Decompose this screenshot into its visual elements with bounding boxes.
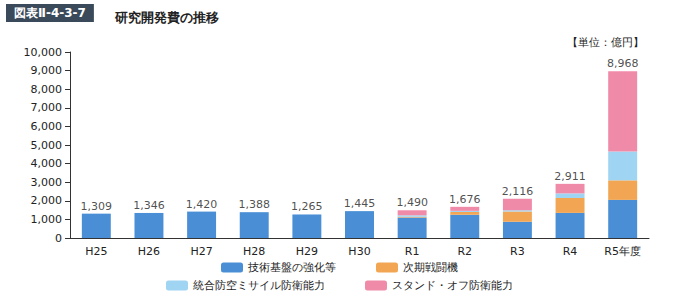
svg-text:1,490: 1,490: [396, 196, 428, 209]
svg-text:H27: H27: [190, 245, 212, 258]
svg-text:H26: H26: [138, 245, 160, 258]
svg-text:H25: H25: [85, 245, 107, 258]
svg-text:H28: H28: [243, 245, 265, 258]
svg-text:次期戦闘機: 次期戦闘機: [403, 261, 458, 274]
svg-text:6,000: 6,000: [31, 120, 63, 133]
svg-text:1,676: 1,676: [449, 193, 481, 206]
svg-text:1,346: 1,346: [133, 199, 165, 212]
svg-text:2,116: 2,116: [502, 185, 534, 198]
svg-text:1,309: 1,309: [81, 200, 113, 213]
svg-text:5,000: 5,000: [31, 139, 63, 152]
svg-text:7,000: 7,000: [31, 101, 63, 114]
svg-text:R4: R4: [563, 245, 578, 258]
svg-text:1,420: 1,420: [186, 198, 218, 211]
svg-text:4,000: 4,000: [31, 157, 63, 170]
svg-text:2,000: 2,000: [31, 194, 63, 207]
svg-text:1,445: 1,445: [344, 197, 376, 210]
svg-text:R3: R3: [510, 245, 525, 258]
svg-text:技術基盤の強化等: 技術基盤の強化等: [247, 261, 336, 274]
svg-text:R5年度: R5年度: [604, 245, 641, 258]
svg-text:図表Ⅱ-4-3-7: 図表Ⅱ-4-3-7: [14, 6, 86, 20]
svg-text:2,911: 2,911: [554, 170, 586, 183]
svg-text:統合防空ミサイル防衛能力: 統合防空ミサイル防衛能力: [193, 279, 325, 292]
svg-text:R2: R2: [457, 245, 472, 258]
svg-text:8,968: 8,968: [607, 57, 639, 70]
svg-text:スタンド・オフ防衛能力: スタンド・オフ防衛能力: [392, 279, 513, 292]
svg-text:3,000: 3,000: [31, 176, 63, 189]
svg-text:【単位：億円】: 【単位：億円】: [567, 36, 644, 49]
svg-text:研究開発費の推移: 研究開発費の推移: [114, 10, 219, 25]
svg-text:R1: R1: [405, 245, 420, 258]
svg-text:8,000: 8,000: [31, 83, 63, 96]
svg-text:H30: H30: [348, 245, 370, 258]
svg-text:9,000: 9,000: [31, 64, 63, 77]
svg-text:1,388: 1,388: [238, 198, 270, 211]
svg-text:0: 0: [55, 232, 62, 245]
svg-text:10,000: 10,000: [24, 46, 63, 59]
svg-text:H29: H29: [296, 245, 318, 258]
svg-text:1,265: 1,265: [291, 200, 323, 213]
svg-text:1,000: 1,000: [31, 213, 63, 226]
